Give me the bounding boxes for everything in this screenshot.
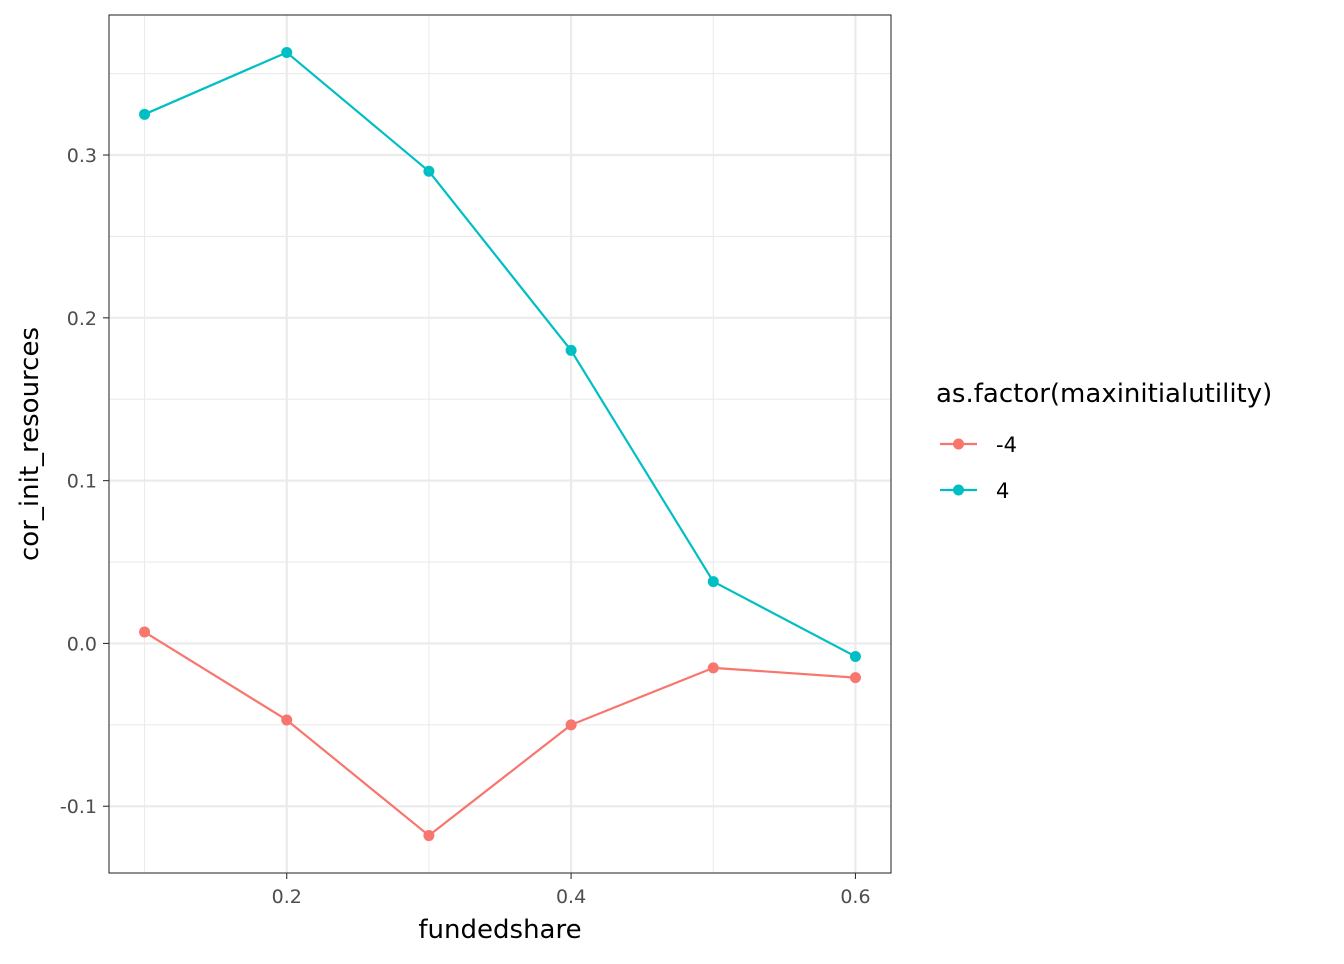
panel-border: [108, 14, 892, 874]
y-tick-label: 0.2: [67, 308, 97, 330]
legend-item: -4: [940, 433, 1017, 457]
data-point: [423, 165, 435, 177]
data-point: [707, 576, 719, 588]
data-point: [707, 662, 719, 674]
series-1: [139, 626, 861, 842]
data-point: [281, 46, 293, 58]
legend-key-point: [953, 484, 964, 496]
y-tick-label: -0.1: [60, 796, 97, 818]
major-grid: [109, 15, 891, 873]
x-tick-label: 0.2: [272, 886, 302, 908]
data-point: [849, 650, 861, 662]
legend: as.factor(maxinitialutility) -4 4: [936, 379, 1272, 503]
data-point: [565, 344, 577, 356]
legend-label: 4: [996, 479, 1009, 503]
y-axis-title: cor_init_resources: [15, 327, 45, 561]
minor-grid: [109, 15, 891, 873]
legend-item: 4: [940, 479, 1009, 503]
x-tick-label: 0.6: [840, 886, 870, 908]
x-axis-title: fundedshare: [418, 915, 581, 945]
series-line: [143, 631, 856, 837]
data-point: [139, 626, 151, 638]
y-tick-label: 0.3: [67, 145, 97, 167]
legend-items: -4 4: [940, 433, 1017, 503]
series-2: [139, 46, 861, 662]
data-point: [565, 719, 577, 731]
legend-title: as.factor(maxinitialutility): [936, 379, 1272, 409]
series-layer: [139, 46, 861, 842]
y-tick-label: 0.0: [67, 633, 97, 655]
legend-label: -4: [996, 433, 1017, 457]
data-point: [139, 108, 151, 120]
x-tick-label: 0.4: [556, 886, 586, 908]
x-axis: 0.2 0.4 0.6: [272, 873, 871, 908]
data-point: [849, 672, 861, 684]
data-point: [281, 714, 293, 726]
legend-key-point: [953, 438, 964, 450]
y-axis: -0.1 0.0 0.1 0.2 0.3: [60, 145, 109, 818]
series-line: [144, 51, 856, 658]
data-point: [423, 830, 435, 842]
y-tick-label: 0.1: [67, 471, 97, 493]
